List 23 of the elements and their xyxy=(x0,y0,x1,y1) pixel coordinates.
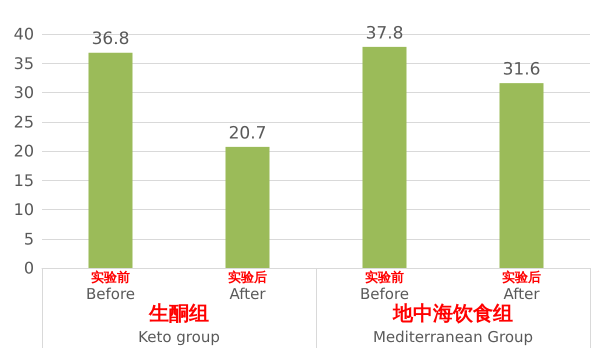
text: 地中海饮食组 Mediterranean Group xyxy=(372,301,534,346)
y-tick-label: 15 xyxy=(14,170,34,190)
bar xyxy=(500,83,544,268)
data-label: 20.7 xyxy=(228,123,266,144)
bar xyxy=(88,52,132,268)
text: 生酮组 Keto group xyxy=(138,301,220,346)
y-tick-label: 30 xyxy=(14,83,34,102)
y-tick-label: 10 xyxy=(14,200,34,219)
y-tick-label: 5 xyxy=(24,229,34,248)
x-tick-label: 实验后 After xyxy=(502,270,541,303)
data-label: 37.8 xyxy=(366,23,404,44)
y-tick-label: 20 xyxy=(14,142,34,160)
y-tick-label: 0 xyxy=(24,258,34,278)
bar xyxy=(226,146,270,268)
data-label: 36.8 xyxy=(92,29,130,50)
x-tick-label: 实验后 After xyxy=(228,270,267,303)
x-tick-label: 实验前 Before xyxy=(360,270,410,303)
x-tick-label: 实验前 Before xyxy=(86,270,136,303)
data-label: 31.6 xyxy=(502,60,540,80)
bar xyxy=(362,46,406,268)
y-tick-label: 40 xyxy=(14,24,34,44)
y-tick-label: 25 xyxy=(14,112,34,132)
y-tick-label: 35 xyxy=(14,54,34,73)
